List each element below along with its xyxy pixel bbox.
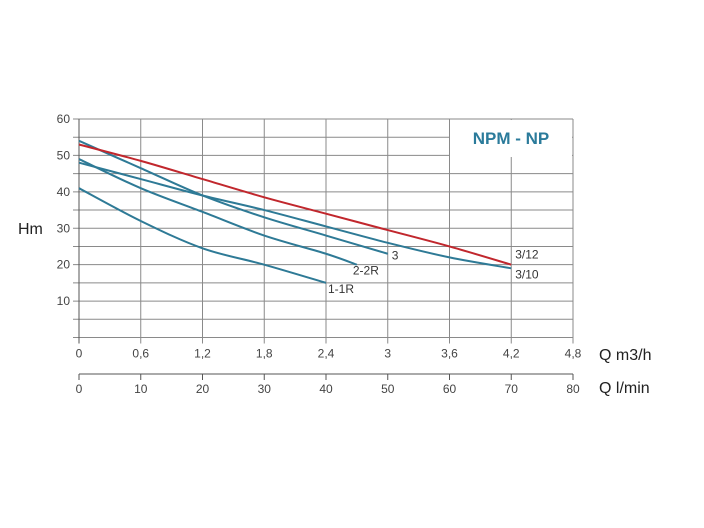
curve-3	[78, 139, 389, 255]
curve-label: 2-2R	[353, 264, 379, 278]
title-box	[450, 120, 572, 157]
x2-tick-label: 60	[443, 382, 457, 396]
x-tick-label: 0,6	[132, 347, 149, 361]
x2-tick-label: 70	[505, 382, 519, 396]
grid	[73, 118, 574, 380]
x-tick-label: 2,4	[318, 347, 335, 361]
x2-axis-label: Q l/min	[599, 380, 650, 397]
x-axis-label: Q m3/h	[599, 347, 651, 364]
y-tick-label: 40	[57, 185, 71, 199]
y-tick-label: 20	[57, 258, 71, 272]
x2-tick-label: 80	[566, 382, 580, 396]
x2-tick-label: 30	[258, 382, 272, 396]
x-tick-label: 1,8	[256, 347, 273, 361]
chart-title: NPM - NP	[473, 129, 550, 148]
x2-tick-label: 10	[134, 382, 148, 396]
tick-labels: 0 0,6 1,2 1,8 2,4 3 3,6 4,2 4,8 10 20 30 40 50 60 0 10 20…	[57, 112, 582, 396]
curve-label: 3/12	[515, 248, 539, 262]
x-tick-label: 1,2	[194, 347, 211, 361]
x-tick-label: 0	[76, 347, 83, 361]
y-tick-label: 50	[57, 148, 71, 162]
y-tick-label: 60	[57, 112, 71, 126]
y-axis-label: Hm	[18, 221, 43, 238]
curve-3-10	[78, 161, 512, 270]
curve-label: 3/10	[515, 267, 539, 281]
x2-tick-label: 20	[196, 382, 210, 396]
x-tick-label: 4,8	[565, 347, 582, 361]
x2-tick-label: 0	[76, 382, 83, 396]
curves: 3/10 3 2-2R 1-1R 3/12	[78, 139, 539, 296]
curve-2-2R	[78, 158, 358, 266]
curve-label: 3	[392, 249, 399, 263]
x-tick-label: 3	[384, 347, 391, 361]
x2-tick-label: 40	[319, 382, 333, 396]
y-tick-label: 10	[57, 294, 71, 308]
curve-1-1R	[78, 187, 327, 284]
y-tick-label: 30	[57, 221, 71, 235]
x-tick-label: 4,2	[503, 347, 520, 361]
x-tick-label: 3,6	[441, 347, 458, 361]
curve-label: 1-1R	[328, 282, 354, 296]
x2-tick-label: 50	[381, 382, 395, 396]
curve-3-12	[78, 143, 512, 266]
